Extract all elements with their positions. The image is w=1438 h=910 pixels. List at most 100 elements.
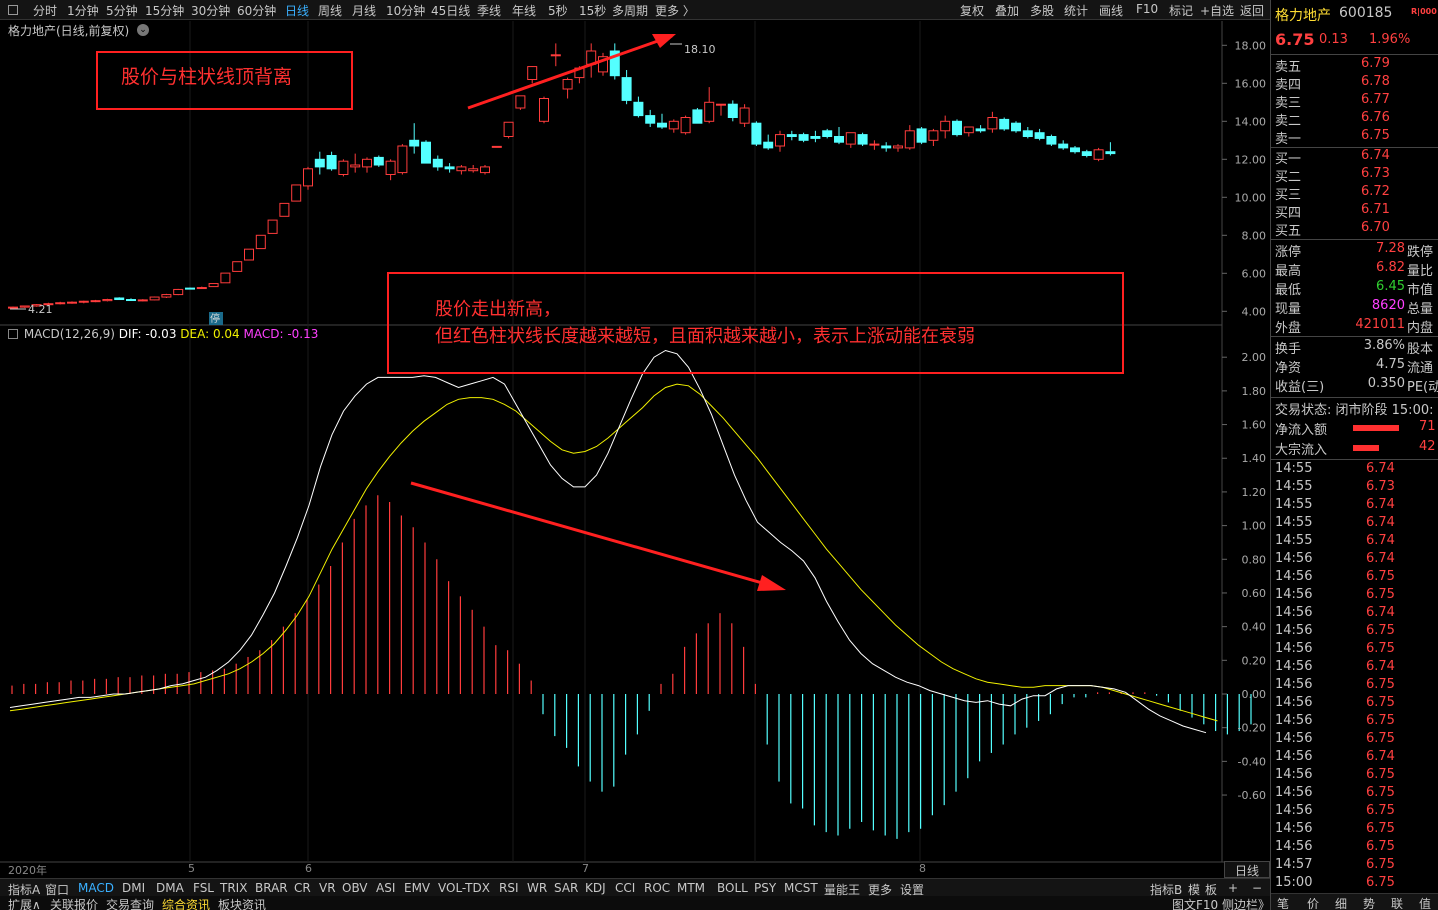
indicator-tab[interactable]: 设置	[900, 883, 925, 897]
divider	[1271, 397, 1438, 398]
indicator-tab[interactable]: FSL	[193, 881, 214, 895]
info-tab-right[interactable]: 侧边栏》	[1222, 898, 1271, 910]
indicator-bar-button[interactable]: 板	[1205, 883, 1218, 897]
period-tab[interactable]: 15分钟	[145, 4, 185, 18]
indicator-tab[interactable]: CR	[294, 881, 311, 895]
candle-body	[8, 306, 18, 309]
period-tab[interactable]: 多周期	[612, 4, 649, 18]
indicator-tab[interactable]: BOLL	[717, 881, 748, 895]
indicator-tab[interactable]: CCI	[615, 881, 636, 895]
candle-body	[232, 261, 243, 272]
toolbar-button[interactable]: 多股	[1030, 4, 1055, 18]
indicator-tab[interactable]: 量能王	[824, 883, 861, 897]
quote-panel-tab[interactable]: 势	[1363, 897, 1376, 910]
indicator-bar-button[interactable]: +	[1228, 881, 1239, 895]
indicator-bar-button[interactable]: 模	[1188, 883, 1201, 897]
period-tab[interactable]: 季线	[477, 4, 502, 18]
indicator-tab[interactable]: DMA	[156, 881, 184, 895]
indicator-menu-icon[interactable]	[8, 329, 18, 339]
info-tab[interactable]: 扩展∧	[8, 898, 41, 910]
indicator-tab[interactable]: VOL-TDX	[438, 881, 490, 895]
macd-axis-label: 0.00	[1242, 688, 1267, 701]
indicator-tab[interactable]: KDJ	[585, 881, 606, 895]
period-tab[interactable]: 1分钟	[67, 4, 99, 18]
toolbar-button[interactable]: 统计	[1064, 4, 1089, 18]
indicator-tab[interactable]: VR	[319, 881, 336, 895]
ask-price: 6.79	[1361, 56, 1390, 71]
quote-panel-tab[interactable]: 联	[1391, 897, 1404, 910]
period-tab[interactable]: 分时	[33, 4, 58, 18]
title-dropdown-icon[interactable]: ⌄	[137, 24, 149, 36]
period-tab[interactable]: 周线	[318, 4, 343, 18]
indicator-tab[interactable]: PSY	[754, 881, 777, 895]
indicator-tab[interactable]: TRIX	[220, 881, 248, 895]
indicator-tab[interactable]: WR	[527, 881, 548, 895]
toolbar-button[interactable]: 复权	[960, 4, 985, 18]
info-tab[interactable]: 关联报价	[50, 898, 99, 910]
period-tab[interactable]: 5秒	[548, 4, 568, 18]
period-tab[interactable]: 更多 〉	[655, 4, 695, 18]
period-tab[interactable]: 日线	[285, 4, 310, 18]
period-tab[interactable]: 5分钟	[106, 4, 138, 18]
period-tab-day[interactable]: 日线	[1224, 861, 1270, 878]
indicator-bar-button[interactable]: −	[1252, 881, 1263, 895]
info-tab-right[interactable]: 图文F10	[1172, 898, 1219, 910]
info-tab[interactable]: 综合资讯	[162, 898, 211, 910]
info-tab-bar: 扩展∧ 关联报价 交易查询 综合资讯 板块资讯 图文F10 侧边栏》	[0, 896, 1270, 910]
tick-price: 6.75	[1366, 695, 1395, 710]
candle-body	[456, 166, 467, 172]
layout-toggle-icon[interactable]	[8, 5, 18, 15]
period-tab[interactable]: 30分钟	[191, 4, 231, 18]
ask-label: 卖二	[1275, 114, 1302, 129]
indicator-tab[interactable]: MCST	[784, 881, 818, 895]
x-axis-label-july: 7	[582, 862, 589, 875]
indicator-tab[interactable]: EMV	[404, 881, 431, 895]
candle-body	[716, 103, 726, 106]
candle-body	[444, 166, 455, 170]
quote-panel-tab[interactable]: 笔	[1277, 897, 1290, 910]
indicator-tab[interactable]: 窗口	[45, 883, 70, 897]
quote-panel-tab[interactable]: 细	[1335, 897, 1348, 910]
candle-body	[987, 117, 998, 130]
quote-panel-tab[interactable]: 值	[1419, 897, 1432, 910]
indicator-tab[interactable]: RSI	[499, 881, 519, 895]
toolbar-button[interactable]: 叠加	[995, 4, 1020, 18]
indicator-tab[interactable]: DMI	[122, 881, 146, 895]
toolbar-button[interactable]: F10	[1136, 2, 1159, 16]
toolbar-button[interactable]: 画线	[1099, 4, 1124, 18]
tick-row: 14:56 6.74	[1271, 659, 1438, 677]
period-tab[interactable]: 10分钟	[386, 4, 426, 18]
indicator-bar-button[interactable]: 指标B	[1150, 883, 1183, 897]
indicator-tab[interactable]: BRAR	[255, 881, 288, 895]
indicator-tab[interactable]: MTM	[677, 881, 706, 895]
indicator-tab[interactable]: 更多	[868, 883, 893, 897]
bid-label: 买三	[1275, 188, 1302, 203]
ask-label: 卖一	[1275, 132, 1302, 147]
tick-price: 6.74	[1366, 551, 1395, 566]
toolbar-button[interactable]: +自选	[1200, 4, 1235, 18]
indicator-tab[interactable]: OBV	[342, 881, 368, 895]
candle-body	[43, 303, 54, 306]
period-tab[interactable]: 年线	[512, 4, 537, 18]
period-tab[interactable]: 15秒	[579, 4, 607, 18]
indicator-tab[interactable]: ASI	[376, 881, 396, 895]
toolbar-button[interactable]: 标记	[1169, 4, 1194, 18]
indicator-tab[interactable]: SAR	[554, 881, 579, 895]
quote-panel-tab[interactable]: 价	[1307, 897, 1320, 910]
tick-price: 6.75	[1366, 839, 1395, 854]
indicator-tab[interactable]: MACD	[78, 881, 114, 895]
period-tab[interactable]: 月线	[352, 4, 377, 18]
toolbar-button[interactable]: 返回	[1240, 4, 1265, 18]
candle-body	[1046, 136, 1057, 145]
candle-body	[916, 128, 927, 143]
info-tab[interactable]: 交易查询	[106, 898, 155, 910]
period-tab[interactable]: 60分钟	[237, 4, 277, 18]
candle-body	[373, 156, 384, 166]
macd-axis-label: 0.20	[1242, 654, 1267, 667]
period-tab[interactable]: 45日线	[431, 4, 471, 18]
info-tab[interactable]: 板块资讯	[218, 898, 267, 910]
indicator-tab[interactable]: ROC	[644, 881, 671, 895]
indicator-tab[interactable]: 指标A	[8, 883, 41, 897]
macd-axis-label: 1.60	[1242, 419, 1267, 432]
candle-body	[598, 56, 608, 73]
